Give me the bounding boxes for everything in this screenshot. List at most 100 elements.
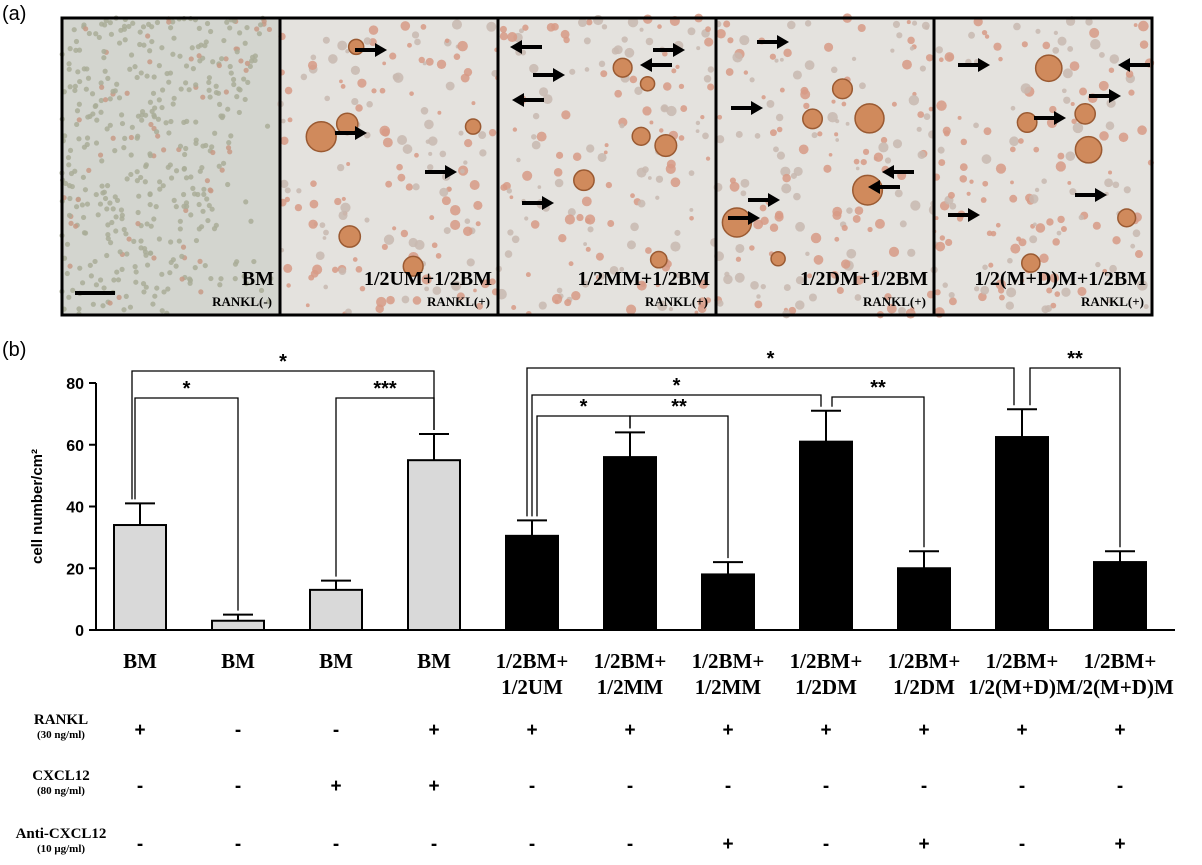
cell [754, 133, 761, 139]
cell [813, 255, 824, 265]
cell [85, 75, 92, 81]
cell [1029, 235, 1038, 244]
micrograph: 1/2UM+1/2BM RANKL(+) [277, 16, 500, 317]
cell [207, 187, 213, 193]
cell [854, 206, 864, 215]
cell [846, 248, 857, 259]
cell [600, 70, 608, 78]
arrow-head [1095, 188, 1107, 202]
cell [921, 21, 930, 30]
cell [749, 245, 755, 251]
cell [783, 48, 792, 58]
cell [218, 113, 224, 119]
cell [995, 222, 1001, 228]
cell [173, 168, 180, 174]
cell [352, 257, 358, 262]
cell [308, 219, 318, 229]
cell [1060, 226, 1067, 233]
cell [1130, 243, 1136, 249]
cell [853, 158, 860, 165]
arrow-head [882, 165, 894, 179]
cell [810, 232, 822, 244]
cell [519, 28, 524, 34]
cell [621, 36, 628, 43]
cell [65, 154, 72, 161]
cell [1018, 138, 1024, 144]
cell [614, 89, 623, 98]
cell [251, 258, 257, 265]
cell [807, 273, 813, 279]
cell [657, 300, 668, 311]
cell [475, 221, 481, 227]
cell [252, 57, 258, 64]
cell [196, 53, 202, 59]
osteoclast [573, 169, 595, 192]
cell [439, 187, 449, 197]
cell [798, 144, 809, 155]
cell [703, 75, 712, 83]
significance-bracket [134, 397, 239, 611]
cell [104, 252, 110, 259]
bar [407, 459, 461, 631]
treatment-name: Anti-CXCL12 [15, 826, 107, 842]
cell [619, 266, 625, 272]
cell [167, 70, 174, 76]
cell [143, 284, 149, 290]
cell [170, 257, 176, 263]
cell [499, 32, 508, 41]
cell [945, 238, 953, 247]
treatment-sign: + [918, 834, 930, 855]
cell [1108, 67, 1115, 73]
cell [371, 88, 377, 94]
cell [280, 136, 289, 145]
treatment-sign: - [332, 720, 340, 741]
cell [166, 19, 172, 25]
cell [959, 163, 968, 172]
cell [687, 27, 696, 36]
cell [224, 19, 230, 25]
cell [567, 208, 576, 217]
cell [1123, 186, 1131, 194]
cell [241, 273, 247, 279]
cell [171, 95, 177, 101]
cell [315, 251, 325, 261]
cell [144, 262, 151, 268]
cell [134, 178, 140, 184]
cell [1006, 287, 1017, 298]
cell [296, 188, 302, 194]
cell [663, 82, 672, 91]
cell [880, 136, 888, 144]
cell [436, 59, 447, 69]
cell [1137, 125, 1147, 136]
significance-label: * [580, 396, 588, 418]
cell [980, 285, 990, 295]
cell [85, 114, 91, 120]
cell [63, 180, 69, 187]
cell [1020, 83, 1032, 94]
cell [1138, 20, 1149, 32]
cell [427, 164, 434, 171]
cell [854, 294, 862, 301]
cell [986, 230, 993, 237]
cell [471, 101, 476, 106]
cell [902, 59, 912, 70]
cell [111, 277, 117, 283]
cell [133, 269, 139, 275]
cell [1039, 253, 1049, 263]
cell [115, 277, 122, 283]
cell [1009, 136, 1019, 147]
treatment-sign: - [626, 834, 634, 855]
cell [795, 276, 805, 285]
osteoclast [305, 121, 337, 153]
cell [675, 272, 682, 279]
cell [760, 283, 766, 290]
cell [525, 272, 531, 278]
panel-label: (b) [2, 339, 26, 361]
cell [338, 267, 347, 276]
cell [1106, 298, 1112, 304]
cell [386, 295, 395, 305]
cell [397, 173, 406, 182]
cell [458, 130, 464, 136]
cell [504, 250, 513, 258]
cell [934, 216, 939, 221]
